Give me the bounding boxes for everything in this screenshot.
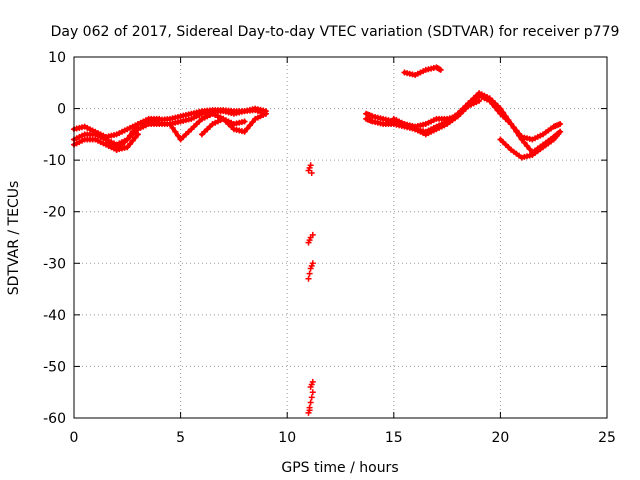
x-tick-label: 10	[278, 430, 296, 446]
series-arc-l	[497, 129, 563, 161]
x-tick-label: 15	[385, 430, 403, 446]
y-tick-label: -40	[43, 308, 66, 324]
plot-frame	[74, 57, 607, 418]
y-tick-label: 0	[57, 102, 66, 118]
series-arc-j	[363, 90, 563, 155]
x-tick-label: 20	[491, 430, 509, 446]
data-point	[307, 271, 313, 277]
x-tick-label: 0	[70, 430, 79, 446]
y-tick-label: -10	[43, 153, 66, 169]
x-tick-label: 25	[598, 430, 616, 446]
y-axis-label: SDTVAR / TECUs	[6, 181, 22, 296]
y-tick-label: -20	[43, 205, 66, 221]
series-trace	[366, 93, 560, 152]
x-tick-label: 5	[176, 430, 185, 446]
data-point	[306, 276, 312, 282]
y-tick-label: -30	[43, 256, 66, 272]
x-axis-label: GPS time / hours	[281, 460, 398, 476]
sdtvar-chart: Day 062 of 2017, Sidereal Day-to-day VTE…	[0, 0, 640, 480]
data-point	[308, 400, 314, 406]
y-tick-label: 10	[48, 50, 66, 66]
axis-ticks: 0 5 10 15 20 25 -60 -50 -40 -30 -20 -10 0 10	[43, 50, 616, 446]
data-marks	[71, 64, 563, 416]
series-arc-h	[401, 64, 443, 78]
grid-lines	[74, 57, 607, 418]
series-gap-points	[306, 162, 316, 416]
chart-title: Day 062 of 2017, Sidereal Day-to-day VTE…	[51, 24, 620, 40]
y-tick-label: -50	[43, 359, 66, 375]
data-point	[310, 389, 316, 395]
data-point	[309, 394, 315, 400]
y-tick-label: -60	[43, 411, 66, 427]
